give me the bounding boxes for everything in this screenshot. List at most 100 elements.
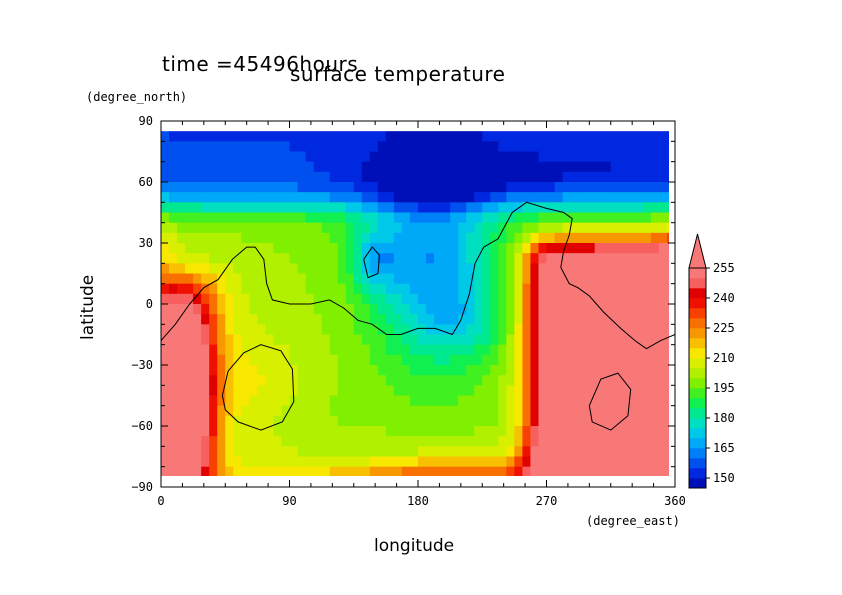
heatmap-cell [185,222,194,234]
heatmap-cell [506,304,515,315]
heatmap-cell [297,161,307,173]
heatmap-cell [442,385,451,397]
heatmap-cell [538,314,548,325]
heatmap-cell [265,324,275,336]
heatmap-cell [434,334,443,346]
heatmap-cell [353,202,363,214]
heatmap-cell [458,253,467,264]
heatmap-cell [570,171,580,183]
heatmap-cell [562,385,572,397]
heatmap-cell [506,324,515,336]
heatmap-cell [434,222,443,234]
heatmap-cell [594,344,604,356]
heatmap-cell [658,466,668,476]
heatmap-cell [241,293,250,305]
x-tick-label: 360 [664,494,686,508]
heatmap-cell [514,141,524,153]
heatmap-cell [193,151,202,163]
heatmap-cell [265,243,275,254]
heatmap-cell [313,161,323,173]
heatmap-cell [458,405,467,417]
heatmap-cell [530,324,540,336]
heatmap-cell [353,161,363,173]
heatmap-cell [313,202,323,214]
heatmap-cell [490,446,499,458]
heatmap-cell [450,456,459,468]
heatmap-cell [233,426,242,437]
heatmap-cell [393,446,403,458]
heatmap-cell [626,436,636,447]
heatmap-cell [450,131,459,142]
heatmap-cell [369,456,379,468]
heatmap-cell [209,415,218,427]
heatmap-cell [610,283,620,295]
heatmap-cell [530,202,540,214]
heatmap-cell [522,283,532,295]
heatmap-cell [578,293,588,305]
heatmap-cell [482,385,491,397]
heatmap-cell [610,232,620,244]
heatmap-cell [554,232,564,244]
heatmap-cell [297,415,307,427]
heatmap-cell [313,466,323,476]
heatmap-cell [578,426,588,437]
heatmap-cell [618,141,628,153]
heatmap-cell [658,202,668,214]
heatmap-cell [434,293,443,305]
heatmap-cell [209,385,218,397]
heatmap-cell [642,466,652,476]
heatmap-cell [401,151,411,163]
heatmap-cell [233,456,242,468]
heatmap-cell [249,334,258,346]
heatmap-cell [201,192,210,203]
heatmap-cell [578,131,588,142]
heatmap-cell [409,395,419,407]
heatmap-cell [185,385,194,397]
heatmap-cell [361,314,371,325]
heatmap-cell [618,263,628,275]
heatmap-cell [273,273,283,285]
heatmap-cell [434,283,443,295]
heatmap-cell [426,283,435,295]
heatmap-cell [466,141,475,153]
heatmap-cell [490,405,499,417]
heatmap-cell [642,304,652,315]
heatmap-cell [554,222,564,234]
heatmap-cell [514,344,524,356]
heatmap-cell [217,182,226,193]
heatmap-cell [257,415,267,427]
heatmap-cell [329,405,339,417]
heatmap-cell [490,141,499,153]
heatmap-cell [586,334,596,346]
heatmap-cell [249,405,258,417]
heatmap-cell [626,192,636,203]
heatmap-cell [201,212,210,224]
heatmap-cell [361,446,371,458]
heatmap-cell [361,304,371,315]
heatmap-cell [642,202,652,214]
heatmap-cell [321,192,331,203]
heatmap-cell [281,182,291,193]
heatmap-cell [626,405,636,417]
heatmap-cell [209,222,218,234]
heatmap-cell [458,365,467,376]
heatmap-cell [586,243,596,254]
heatmap-cell [490,243,499,254]
heatmap-cell [377,131,387,142]
heatmap-cell [434,171,443,183]
heatmap-cell [281,354,291,366]
heatmap-cell [297,273,307,285]
heatmap-cell [450,141,459,153]
heatmap-cell [578,263,588,275]
heatmap-cell [586,202,596,214]
heatmap-cell [570,202,580,214]
colorbar-frame [688,267,707,489]
heatmap-cell [626,253,636,264]
heatmap-cell [361,354,371,366]
heatmap-cell [409,253,419,264]
heatmap-cell [265,385,275,397]
heatmap-cell [185,354,194,366]
heatmap-cell [305,192,315,203]
heatmap-cell [610,324,620,336]
heatmap-cell [506,151,515,163]
